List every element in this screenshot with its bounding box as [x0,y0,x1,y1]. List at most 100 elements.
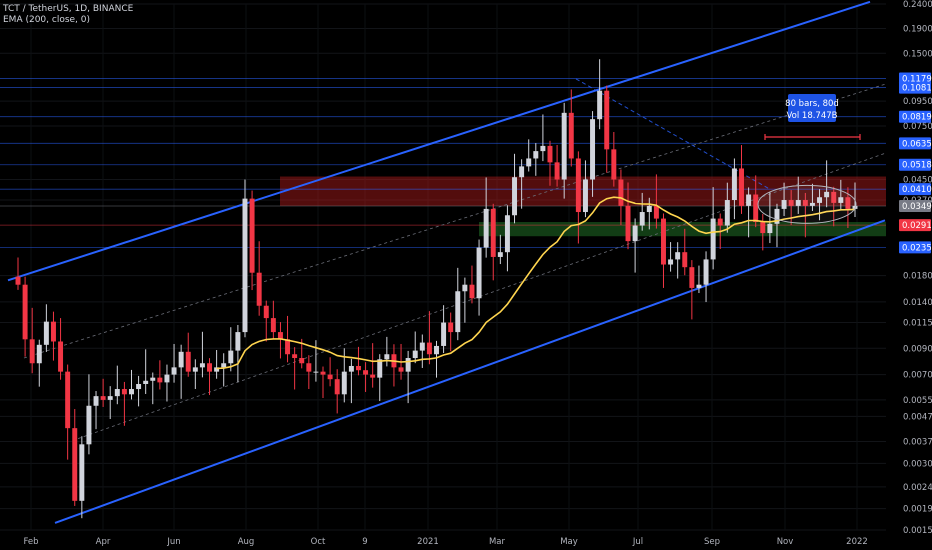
candle-body [121,389,127,395]
candle-body [632,225,638,242]
candle-body [483,208,489,248]
time-tick-label: 2021 [417,537,439,547]
candle-body [526,158,532,167]
candle-body [582,179,588,213]
candle-body [774,208,780,224]
candle-body [72,428,78,501]
support-zone [479,222,886,237]
candle-body [469,284,475,299]
candle-body [788,200,794,206]
candle-body [597,90,603,120]
candle-body [668,259,674,265]
time-tick-label: Jul [632,537,643,547]
candle-body [93,396,99,406]
candle-body [157,377,163,383]
candle-body [334,379,340,395]
candle-body [299,358,305,364]
candle-body [221,363,227,368]
candle-body [554,162,560,180]
candle-body [114,389,120,397]
candle-body [809,202,815,206]
candle-body [838,197,844,203]
measure-tooltip-volume: Vol 18.747B [787,111,838,121]
candle-body [199,363,205,368]
price-level-badge-label: 0.08192 [902,113,932,123]
candle-body [348,365,354,372]
candle-body [845,197,851,209]
candle-body [561,112,567,180]
candle-body [646,205,652,213]
price-level-badge [899,81,931,94]
annotation-layer: 80 bars, 80d Vol 18.747B [757,94,861,224]
price-tick-label: 0.00195 [903,505,932,515]
candle-body [426,342,432,355]
candles-layer [15,59,858,519]
price-level-badge [899,137,931,150]
candle-body [192,367,198,372]
candle-body [86,405,92,445]
candle-body [207,363,212,372]
candle-body [710,218,716,260]
candle-body [739,168,744,206]
candle-body [363,370,369,375]
candle-body [306,363,312,372]
candle-body [150,377,156,381]
candle-body [65,371,71,429]
candle-body [79,444,85,501]
candle-body [29,339,35,364]
candle-body [178,351,184,368]
candle-body [441,322,447,346]
candle-body [682,252,688,268]
candle-body [107,396,113,400]
time-tick-label: Oct [311,537,326,547]
candle-body [22,284,28,340]
candle-body [781,200,787,209]
candle-body [724,200,730,226]
candle-body [100,396,106,400]
candle-body [611,149,617,180]
candle-body [377,359,383,378]
candle-body [249,198,255,273]
time-tick-label: Sep [704,537,720,547]
candle-body [15,276,21,285]
candle-body [653,205,659,219]
price-level-badge-label: 0.10816 [902,84,932,94]
candle-body [767,223,773,234]
candle-body [817,197,823,203]
time-tick-label: Aug [238,537,255,547]
price-level-badge-label: 0.06354 [902,139,932,149]
candle-body [476,247,482,299]
candle-body [519,166,525,178]
candle-body [313,371,319,373]
candle-body [575,158,581,213]
measure-tooltip [788,94,836,122]
time-tick-label: Nov [777,537,794,547]
chart-header: TCT / TetherUS, 1D, BINANCE EMA (200, cl… [3,4,133,26]
time-axis: Feb Apr Jun Aug Oct 9 2021 Mar May Jul Sep Nov 2022 [23,537,867,547]
candle-body [831,191,837,203]
candle-body [625,205,631,242]
symbol-title: TCT / TetherUS, 1D, BINANCE [3,4,134,14]
candle-body [242,198,248,333]
candle-body [490,208,496,257]
candle-body [355,365,361,371]
time-tick-label: Jun [166,537,180,547]
candle-body [419,342,425,351]
level-lines-layer [0,78,886,248]
candle-body [36,344,42,364]
